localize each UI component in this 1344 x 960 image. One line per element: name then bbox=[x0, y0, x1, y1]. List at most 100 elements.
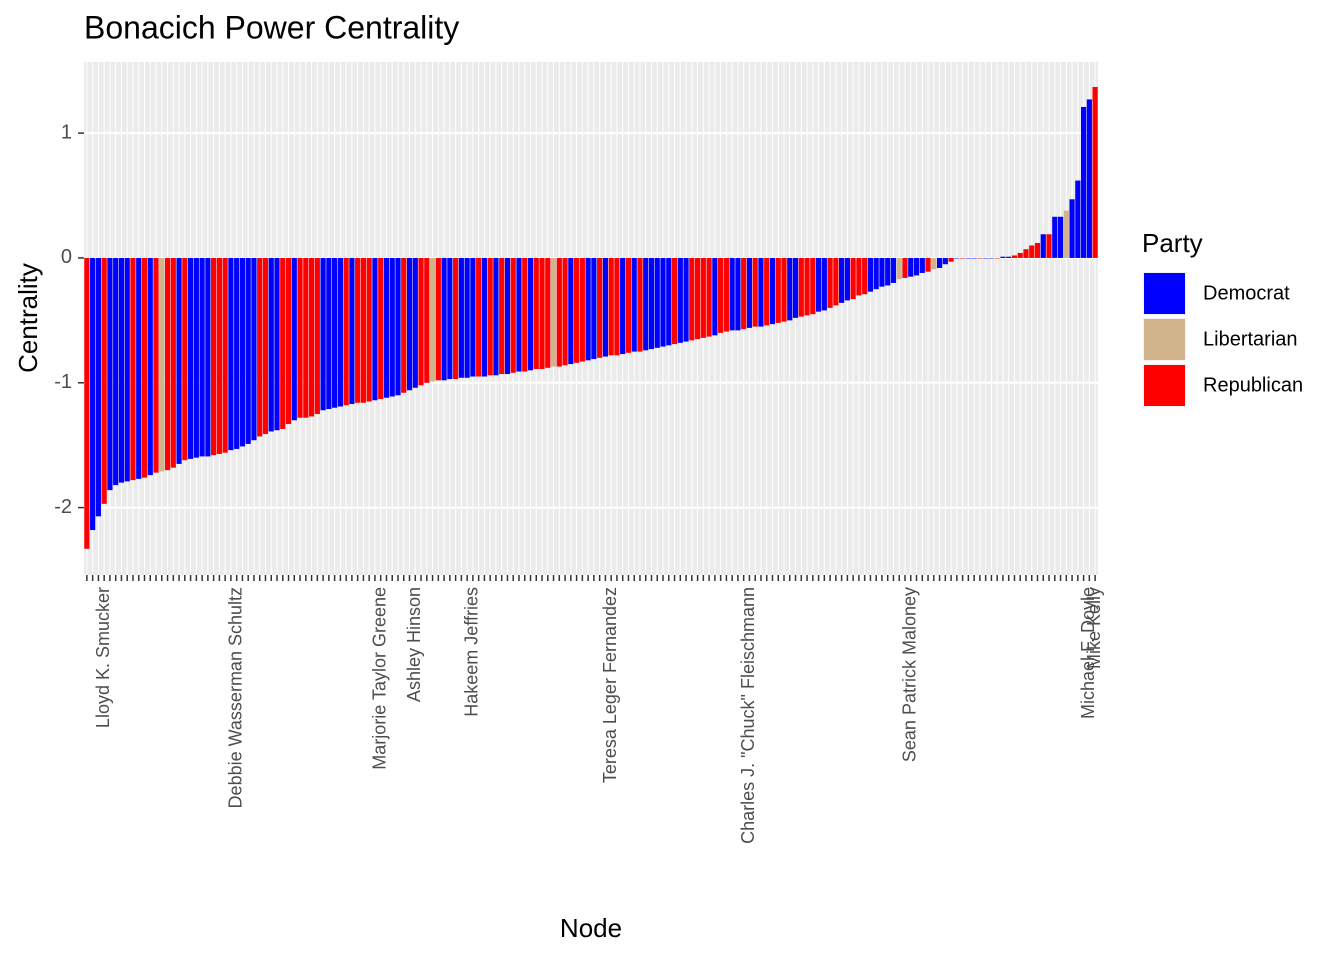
bar bbox=[170, 257, 176, 468]
bar bbox=[395, 257, 401, 396]
x-tick-label: Michael F. Doyle bbox=[1078, 587, 1098, 719]
bar bbox=[597, 257, 603, 358]
bar bbox=[677, 257, 683, 343]
bar bbox=[821, 257, 827, 311]
bar bbox=[285, 257, 292, 424]
bar bbox=[1040, 234, 1046, 258]
bar bbox=[758, 257, 764, 327]
bar bbox=[550, 257, 557, 367]
bar bbox=[913, 257, 920, 276]
bar bbox=[804, 257, 810, 316]
bar bbox=[257, 257, 263, 437]
bar bbox=[815, 257, 822, 312]
bar bbox=[1069, 199, 1075, 258]
bar bbox=[919, 257, 925, 273]
legend-label: Democrat bbox=[1203, 282, 1290, 304]
bar bbox=[320, 257, 326, 411]
bar bbox=[516, 257, 522, 372]
bar bbox=[303, 257, 309, 418]
bar bbox=[355, 257, 361, 403]
bar bbox=[527, 257, 534, 371]
bar bbox=[412, 257, 418, 388]
bar bbox=[476, 257, 482, 377]
bar bbox=[718, 257, 724, 333]
bar bbox=[896, 257, 902, 280]
bar bbox=[447, 257, 453, 380]
x-tick-label: Lloyd K. Smucker bbox=[93, 587, 113, 728]
y-tick-label: -1 bbox=[54, 371, 72, 393]
bar bbox=[245, 257, 251, 444]
bar bbox=[746, 257, 753, 328]
bar bbox=[378, 257, 384, 400]
bar bbox=[769, 257, 776, 325]
bar bbox=[251, 257, 257, 441]
bar bbox=[764, 257, 770, 326]
bar bbox=[291, 257, 297, 421]
bar bbox=[706, 257, 712, 337]
y-tick-label: 1 bbox=[61, 121, 72, 143]
bar bbox=[349, 257, 355, 404]
x-tick-label: Marjorie Taylor Greene bbox=[369, 587, 389, 770]
bar bbox=[666, 257, 672, 346]
bar bbox=[130, 257, 136, 481]
bar bbox=[862, 257, 868, 295]
bar bbox=[366, 257, 372, 402]
bar bbox=[574, 257, 580, 363]
bar bbox=[360, 257, 367, 403]
bar bbox=[504, 257, 511, 375]
bar bbox=[654, 257, 660, 348]
bar bbox=[1011, 255, 1018, 258]
legend-swatch bbox=[1144, 365, 1185, 406]
bar bbox=[141, 257, 148, 478]
bar bbox=[153, 257, 159, 473]
bar bbox=[1017, 252, 1023, 258]
bar bbox=[95, 257, 101, 517]
bar bbox=[101, 257, 107, 504]
legend-label: Libertarian bbox=[1203, 328, 1298, 350]
bar bbox=[113, 257, 119, 486]
bar bbox=[487, 257, 493, 376]
bar bbox=[787, 257, 793, 321]
bar bbox=[568, 257, 574, 365]
bar bbox=[810, 257, 816, 315]
bar bbox=[683, 257, 689, 342]
bar bbox=[988, 257, 995, 259]
x-tick-label: Sean Patrick Maloney bbox=[900, 587, 920, 762]
bar bbox=[954, 257, 960, 259]
bar bbox=[159, 257, 165, 472]
x-tick-label: Hakeem Jeffries bbox=[462, 587, 482, 717]
bar bbox=[211, 257, 217, 456]
legend-title: Party bbox=[1142, 228, 1203, 258]
bar bbox=[637, 257, 643, 352]
bar bbox=[931, 257, 937, 270]
bar bbox=[1081, 106, 1087, 258]
bar bbox=[712, 257, 718, 336]
bar bbox=[965, 257, 971, 259]
y-tick-label: 0 bbox=[61, 246, 72, 268]
bar bbox=[453, 257, 459, 380]
bar bbox=[741, 257, 747, 330]
bar bbox=[729, 257, 735, 331]
bar bbox=[752, 257, 758, 327]
bar bbox=[643, 257, 649, 351]
bar bbox=[648, 257, 655, 350]
bar bbox=[1092, 86, 1098, 258]
bar bbox=[562, 257, 568, 366]
bar bbox=[908, 257, 914, 277]
bar bbox=[90, 257, 96, 531]
bar bbox=[983, 257, 989, 259]
bar bbox=[827, 257, 833, 308]
bar bbox=[441, 257, 447, 381]
bar bbox=[136, 257, 142, 479]
x-tick-label: Debbie Wasserman Schultz bbox=[225, 587, 245, 808]
bar bbox=[579, 257, 585, 362]
x-axis-label: Node bbox=[560, 913, 622, 943]
bar bbox=[458, 257, 464, 378]
bar bbox=[925, 257, 931, 272]
bar bbox=[228, 257, 234, 451]
bar bbox=[332, 257, 338, 408]
bar bbox=[608, 257, 614, 356]
bar bbox=[971, 257, 977, 259]
bar bbox=[176, 257, 182, 464]
bar bbox=[389, 257, 395, 397]
